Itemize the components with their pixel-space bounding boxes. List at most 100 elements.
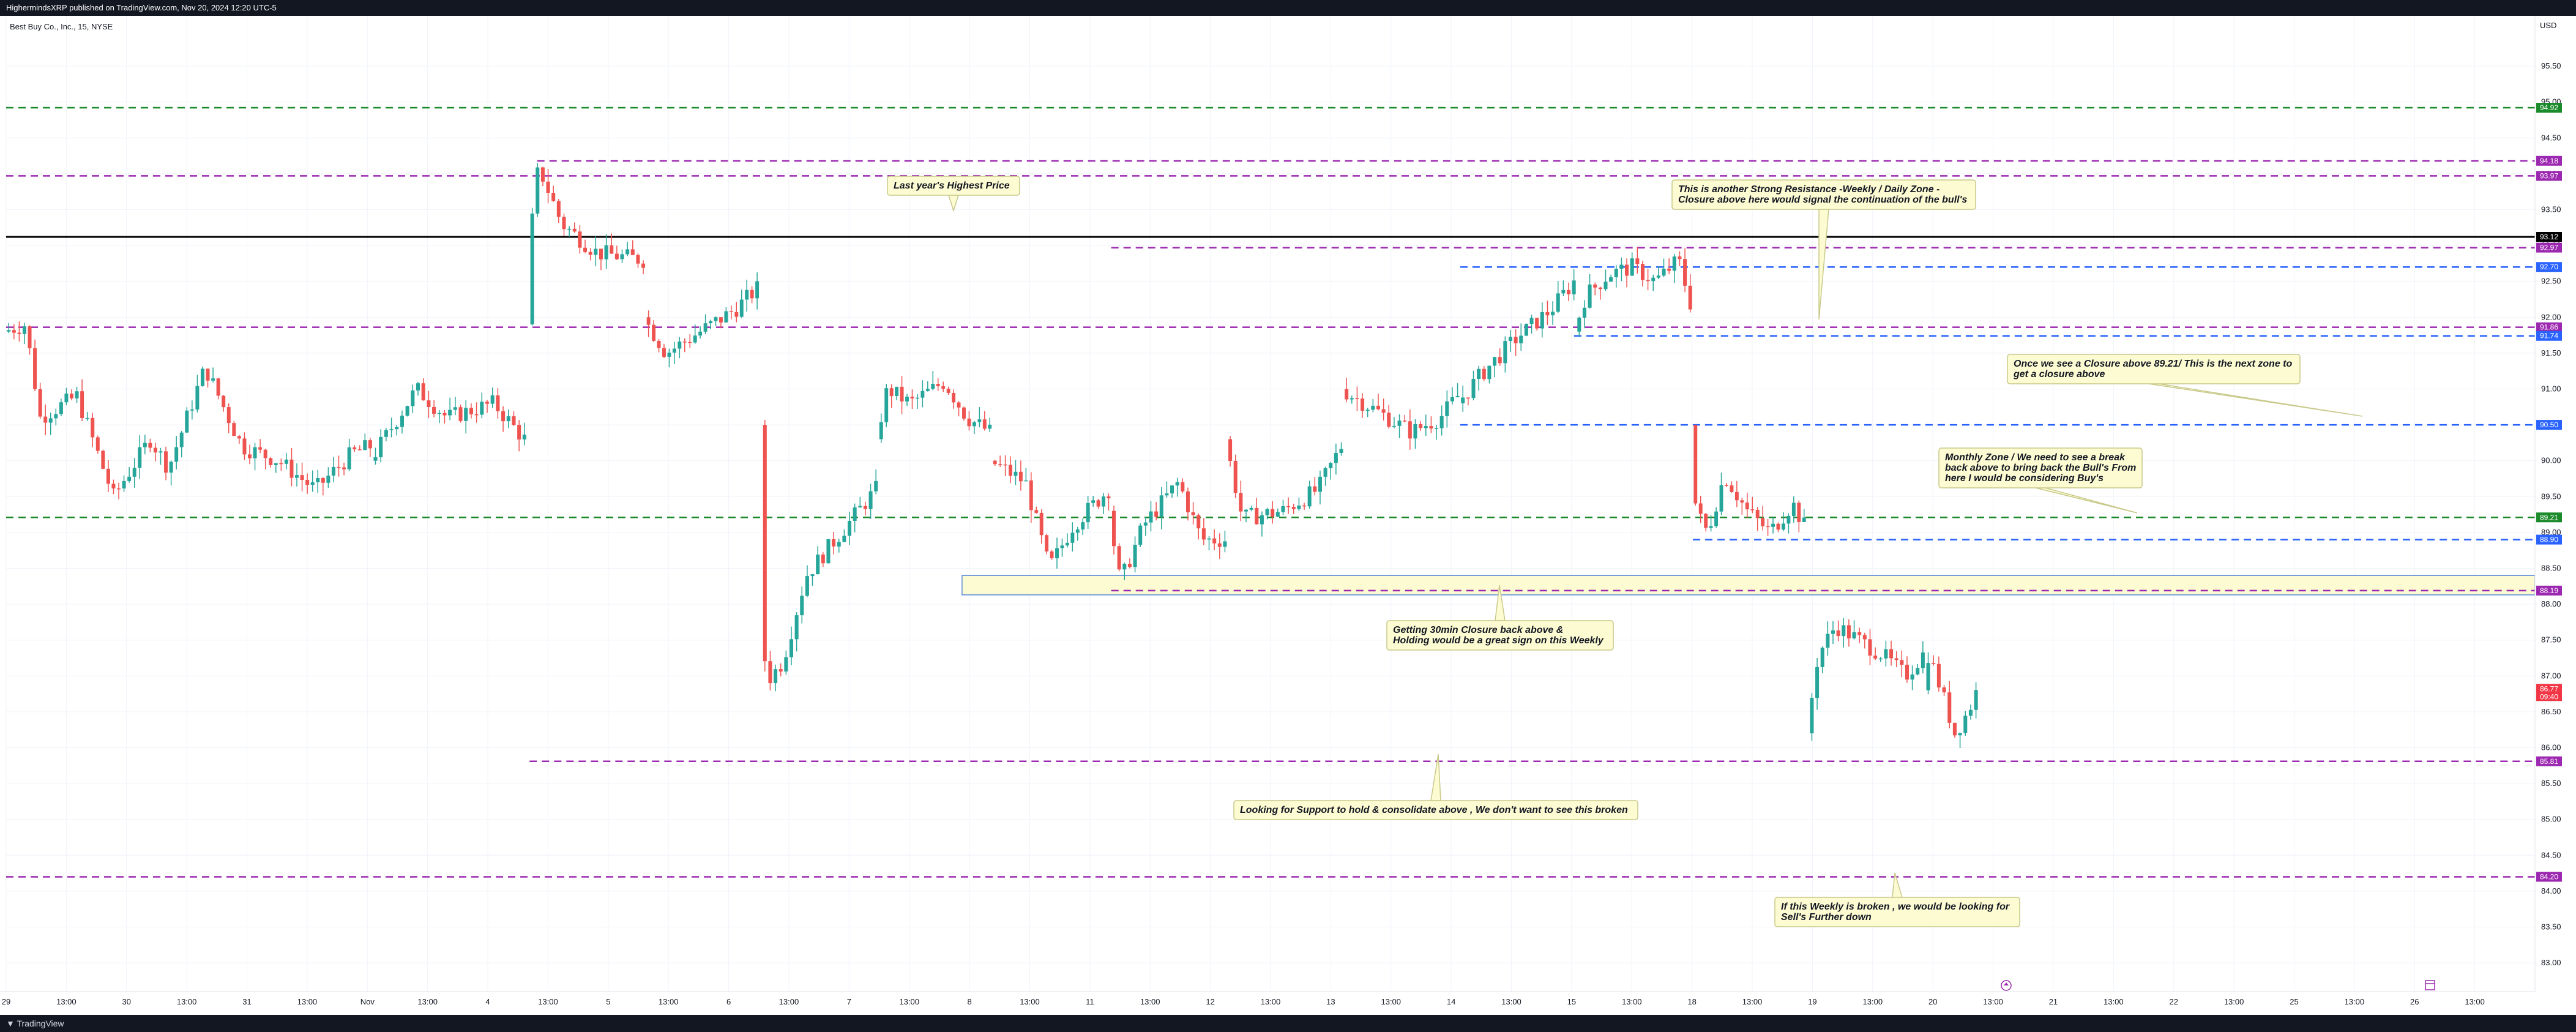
price-chart[interactable]: Last year's Highest Price This is another… xyxy=(0,16,2576,1015)
candle[interactable] xyxy=(1154,502,1159,521)
candle[interactable] xyxy=(1102,493,1105,515)
candle[interactable] xyxy=(1029,472,1033,523)
candle[interactable] xyxy=(1455,383,1460,398)
candle[interactable] xyxy=(117,482,121,499)
candle[interactable] xyxy=(837,538,841,553)
candle[interactable] xyxy=(1740,498,1744,515)
candle[interactable] xyxy=(469,403,473,419)
candle[interactable] xyxy=(988,417,992,432)
annotation-callout[interactable]: Monthly Zone / We need to see a breakbac… xyxy=(1938,447,2143,514)
candle[interactable] xyxy=(977,407,982,428)
candle[interactable] xyxy=(1714,507,1719,528)
candle[interactable] xyxy=(185,407,189,433)
candle[interactable] xyxy=(1725,483,1728,487)
candle[interactable] xyxy=(1936,656,1941,692)
candle[interactable] xyxy=(1745,492,1749,518)
candle[interactable] xyxy=(920,380,925,408)
candle[interactable] xyxy=(1397,414,1402,438)
candle[interactable] xyxy=(1207,536,1211,551)
candle[interactable] xyxy=(122,475,126,492)
candle[interactable] xyxy=(630,240,635,255)
candle[interactable] xyxy=(915,394,919,409)
candle[interactable] xyxy=(594,236,598,266)
candle[interactable] xyxy=(1968,704,1973,720)
candle[interactable] xyxy=(667,348,671,368)
candle[interactable] xyxy=(522,422,526,446)
candle[interactable] xyxy=(1197,513,1201,540)
candle[interactable] xyxy=(1003,455,1007,476)
annotation-callout[interactable]: Once we see a Closure above 89.21/ This … xyxy=(2007,354,2363,417)
candle[interactable] xyxy=(1535,317,1539,331)
candle[interactable] xyxy=(1181,478,1185,494)
candle[interactable] xyxy=(1900,650,1904,678)
candle[interactable] xyxy=(784,650,788,675)
candle[interactable] xyxy=(195,375,200,413)
candle[interactable] xyxy=(1291,503,1296,514)
candle[interactable] xyxy=(200,366,204,387)
candle[interactable] xyxy=(1503,336,1507,373)
candle[interactable] xyxy=(1797,500,1801,533)
candle[interactable] xyxy=(159,447,163,465)
candle[interactable] xyxy=(1625,258,1629,288)
candle[interactable] xyxy=(745,279,749,312)
candle[interactable] xyxy=(1249,506,1253,512)
candle[interactable] xyxy=(1529,315,1534,334)
candle[interactable] xyxy=(763,419,767,671)
monthly-zone[interactable] xyxy=(961,575,2536,596)
candle[interactable] xyxy=(75,386,79,403)
candle[interactable] xyxy=(982,411,987,431)
candle[interactable] xyxy=(1771,517,1775,534)
candle[interactable] xyxy=(972,421,976,435)
candle[interactable] xyxy=(1556,281,1560,313)
candle[interactable] xyxy=(1719,472,1723,515)
candle[interactable] xyxy=(1802,509,1806,523)
candle[interactable] xyxy=(1873,647,1878,660)
candle[interactable] xyxy=(1963,711,1968,736)
candle[interactable] xyxy=(1271,501,1275,524)
candle[interactable] xyxy=(148,438,152,453)
candle[interactable] xyxy=(1191,502,1195,525)
candle[interactable] xyxy=(69,389,73,401)
candle[interactable] xyxy=(368,438,372,457)
candle[interactable] xyxy=(1514,329,1518,356)
candle[interactable] xyxy=(395,425,399,436)
annotation-callout[interactable]: This is another Strong Resistance -Weekl… xyxy=(1671,179,1976,320)
candle[interactable] xyxy=(1065,533,1069,548)
candle[interactable] xyxy=(1387,405,1391,429)
candle[interactable] xyxy=(1334,443,1338,475)
candle[interactable] xyxy=(636,253,640,268)
candle[interactable] xyxy=(688,334,692,348)
candle[interactable] xyxy=(331,457,335,482)
candle[interactable] xyxy=(1603,269,1608,291)
candle[interactable] xyxy=(1614,265,1618,288)
candle[interactable] xyxy=(1952,722,1957,738)
candle[interactable] xyxy=(682,338,687,353)
candle[interactable] xyxy=(101,449,105,469)
candle[interactable] xyxy=(1471,370,1476,401)
candle[interactable] xyxy=(1297,497,1301,511)
candle[interactable] xyxy=(778,663,783,677)
candle[interactable] xyxy=(132,458,136,488)
candle[interactable] xyxy=(1212,529,1217,551)
candle[interactable] xyxy=(874,469,878,495)
candle[interactable] xyxy=(967,411,971,431)
candle[interactable] xyxy=(411,384,415,414)
candle[interactable] xyxy=(1635,246,1640,274)
candle[interactable] xyxy=(289,447,294,487)
candle[interactable] xyxy=(59,398,63,416)
candle[interactable] xyxy=(774,664,778,692)
candle[interactable] xyxy=(1233,454,1238,498)
candle[interactable] xyxy=(305,473,310,494)
candle[interactable] xyxy=(1609,274,1613,282)
candle[interactable] xyxy=(821,552,825,567)
candle[interactable] xyxy=(373,447,378,465)
candle[interactable] xyxy=(169,460,173,486)
candle[interactable] xyxy=(1466,397,1470,406)
candle[interactable] xyxy=(1561,280,1566,296)
candle[interactable] xyxy=(1075,526,1080,541)
candle[interactable] xyxy=(1365,408,1370,417)
candle[interactable] xyxy=(879,413,883,443)
candle[interactable] xyxy=(416,381,420,396)
candle[interactable] xyxy=(546,169,550,204)
candle[interactable] xyxy=(17,321,21,342)
